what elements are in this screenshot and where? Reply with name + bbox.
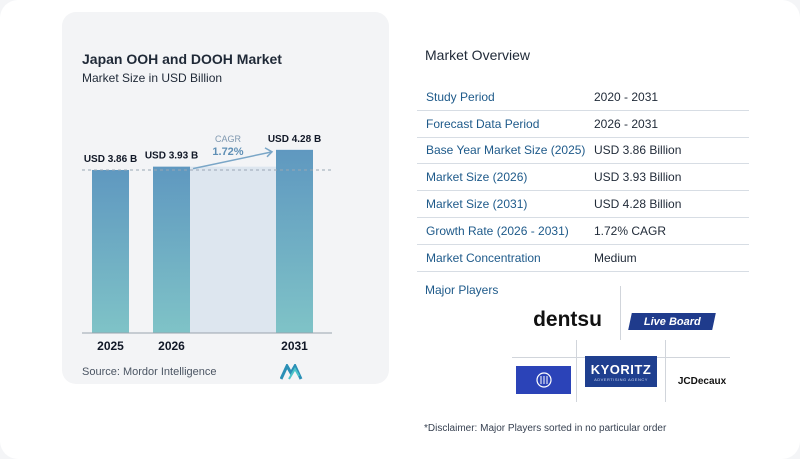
cagr-value: 1.72%: [212, 146, 243, 158]
chart-title: Japan OOH and DOOH Market: [82, 51, 282, 67]
row-label: Study Period: [426, 89, 495, 104]
overview-row: Base Year Market Size (2025) USD 3.86 Bi…: [417, 138, 749, 165]
row-label: Growth Rate (2026 - 2031): [426, 223, 569, 238]
cagr-arrow: [192, 151, 273, 170]
tick-label-2025: 2025: [97, 339, 124, 353]
bar-2025: [92, 170, 129, 333]
player-logo-kyoritz: KYORITZ ADVERTISING AGENCY: [585, 356, 657, 387]
row-label: Market Size (2031): [426, 197, 528, 212]
cagr-band: [190, 166, 276, 333]
overview-row: Market Size (2031) USD 4.28 Billion: [417, 191, 749, 218]
row-value: 1.72% CAGR: [594, 223, 667, 238]
live-board-wordmark: Live Board: [643, 315, 701, 328]
row-label: Forecast Data Period: [426, 116, 540, 131]
overview-row: Market Concentration Medium: [417, 245, 749, 272]
chart-subtitle: Market Size in USD Billion: [82, 71, 223, 85]
row-value: 2026 - 2031: [594, 116, 659, 131]
bar-2031: [276, 149, 313, 333]
chart-card: Japan OOH and DOOH Market Market Size in…: [62, 12, 389, 384]
tick-label-2031: 2031: [281, 339, 308, 353]
source-note: Source: Mordor Intelligence: [82, 366, 217, 378]
row-value: USD 4.28 Billion: [594, 197, 682, 212]
kyoritz-wordmark: KYORITZ: [590, 361, 652, 377]
divider: [620, 286, 621, 340]
overview-row: Study Period 2020 - 2031: [417, 84, 749, 111]
player-logo-emblem: [516, 366, 571, 394]
row-label: Market Concentration: [426, 250, 541, 265]
bar-chart: USD 3.86 B 2025 USD 3.93 B 2026 USD 4.28 B 20…: [82, 134, 332, 353]
row-value: USD 3.86 Billion: [594, 143, 682, 158]
jcdecaux-wordmark: JCDecaux: [677, 375, 727, 387]
bar-2026: [153, 166, 190, 333]
overview-row: Market Size (2026) USD 3.93 Billion: [417, 164, 749, 192]
overview-title: Market Overview: [425, 47, 531, 63]
cagr-arrow-head-icon: [264, 147, 274, 158]
divider: [665, 340, 666, 402]
row-value: Medium: [594, 250, 637, 265]
player-logo-dentsu: dentsu: [520, 306, 615, 334]
cagr-label: CAGR: [215, 134, 242, 144]
disclaimer: *Disclaimer: Major Players sorted in no …: [424, 423, 667, 434]
row-value: USD 3.93 Billion: [594, 170, 682, 185]
divider: [576, 340, 577, 402]
overview-row: Forecast Data Period 2026 - 2031: [417, 111, 749, 138]
dentsu-wordmark: dentsu: [533, 308, 602, 331]
overview-table: Study Period 2020 - 2031 Forecast Data P…: [417, 84, 749, 272]
row-label: Base Year Market Size (2025): [426, 143, 586, 158]
data-label-2026: USD 3.93 B: [145, 151, 198, 162]
tick-label-2026: 2026: [158, 339, 185, 353]
major-players-title: Major Players: [425, 283, 499, 297]
player-emblem-icon: [535, 372, 552, 388]
kyoritz-tagline: ADVERTISING AGENCY: [594, 376, 648, 382]
row-label: Market Size (2026): [426, 170, 528, 185]
row-value: 2020 - 2031: [594, 89, 659, 104]
player-logo-jcdecaux: JCDecaux: [671, 372, 733, 390]
data-label-2031: USD 4.28 B: [268, 134, 321, 145]
data-label-2025: USD 3.86 B: [84, 154, 137, 165]
overview-row: Growth Rate (2026 - 2031) 1.72% CAGR: [417, 218, 749, 245]
player-logo-live-board: Live Board: [628, 313, 716, 330]
mordor-logo-icon: [280, 364, 303, 380]
